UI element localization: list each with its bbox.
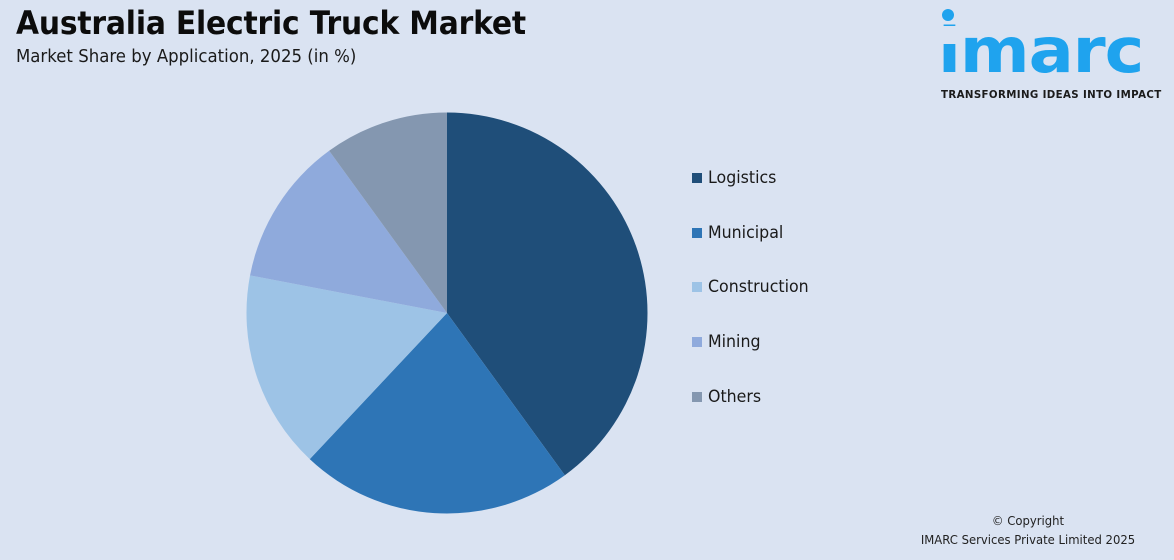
imarc-logo: imarc TRANSFORMING IDEAS INTO IMPACT: [936, 6, 1166, 106]
logo-dot-icon: [942, 9, 954, 21]
legend-swatch-municipal: [692, 227, 702, 238]
pie-slice-others: [329, 112, 447, 313]
chart-legend: Logistics Municipal Construction Mining …: [692, 168, 816, 441]
legend-item-logistics: Logistics: [692, 168, 816, 188]
legend-label: Others: [708, 386, 762, 407]
legend-label: Municipal: [708, 222, 784, 243]
pie-slice-construction: [246, 275, 447, 460]
pie-slice-municipal: [309, 313, 565, 514]
legend-swatch-construction: [692, 282, 702, 293]
chart-title: Australia Electric Truck Market: [16, 4, 526, 42]
logo-wordmark: imarc: [938, 14, 1144, 87]
copyright-line-2: IMARC Services Private Limited 2025: [920, 532, 1136, 547]
legend-label: Logistics: [708, 168, 777, 188]
legend-swatch-others: [692, 391, 702, 402]
copyright-line-1: © Copyright: [991, 513, 1065, 528]
logo-dot-gap: [940, 26, 956, 44]
legend-item-others: Others: [692, 387, 816, 407]
chart-subtitle: Market Share by Application, 2025 (in %): [16, 46, 357, 67]
legend-label: Mining: [708, 332, 761, 353]
legend-swatch-logistics: [692, 173, 702, 183]
pie-slice-mining: [250, 150, 447, 313]
copyright-notice: © Copyright IMARC Services Private Limit…: [898, 511, 1158, 549]
logo-tagline: TRANSFORMING IDEAS INTO IMPACT: [941, 88, 1162, 101]
legend-item-municipal: Municipal: [692, 223, 816, 243]
legend-label: Construction: [708, 277, 809, 298]
legend-item-mining: Mining: [692, 332, 816, 352]
pie-slice-logistics: [447, 112, 648, 476]
legend-swatch-mining: [692, 337, 702, 348]
legend-item-construction: Construction: [692, 277, 816, 297]
